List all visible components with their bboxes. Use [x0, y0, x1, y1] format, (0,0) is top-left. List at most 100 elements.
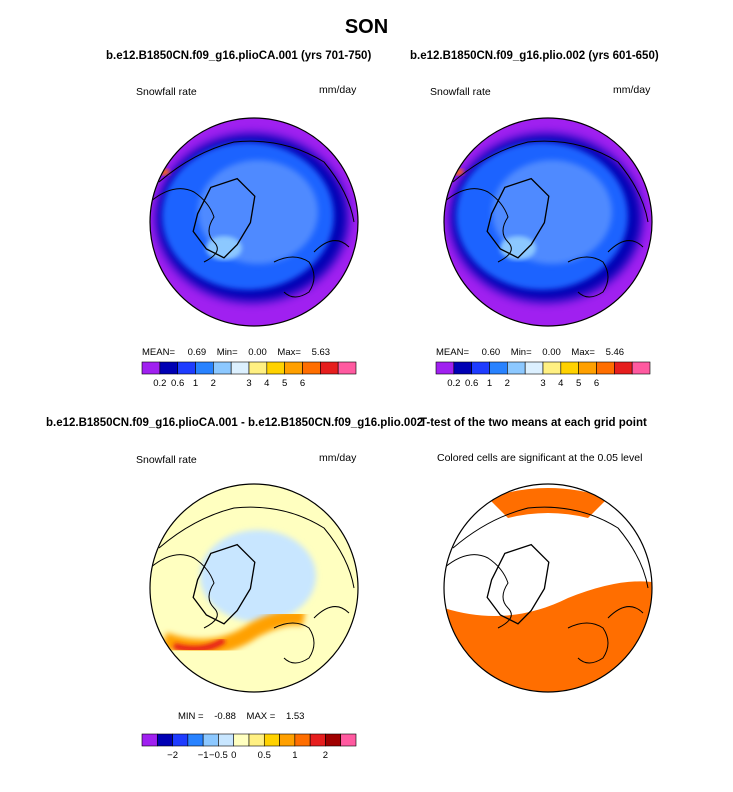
colorbar-swatch: [596, 361, 615, 375]
colorbar-swatch: [266, 361, 285, 375]
greenland-coast: [192, 543, 256, 625]
panel2-variable: Snowfall rate: [430, 86, 491, 98]
colorbar-swatch: [187, 733, 204, 747]
panel3-min-label: MIN =: [178, 711, 204, 722]
colorbar-swatch: [453, 361, 472, 375]
greenland-coast: [192, 177, 256, 259]
colorbar-swatch: [284, 361, 303, 375]
panel3-units: mm/day: [319, 452, 357, 464]
panel1-variable: Snowfall rate: [136, 86, 197, 98]
panel4-title: T-test of the two means at each grid poi…: [420, 417, 647, 429]
colorbar-tick-label: 2: [211, 378, 216, 389]
panel2-units: mm/day: [613, 84, 651, 96]
colorbar-swatch: [435, 361, 455, 375]
panel3-stats: MIN = -0.88 MAX = 1.53: [178, 711, 304, 722]
colorbar-tick-label: 5: [576, 378, 581, 389]
colorbar-swatch: [560, 361, 579, 375]
colorbar-swatch: [248, 733, 265, 747]
colorbar-swatch: [578, 361, 597, 375]
coastline-path: [444, 188, 512, 263]
panel1-max-value: 5.63: [311, 347, 331, 358]
panel3-colorbar: −2 −1 −0.5 0 0.5 1 2: [141, 733, 357, 761]
colorbar-swatch: [195, 361, 214, 375]
panel2-stats: MEAN= 0.60 Min= 0.00 Max= 5.46: [436, 347, 624, 358]
colorbar-swatch: [248, 361, 268, 375]
panel2-map: [444, 118, 652, 326]
greenland-coast: [486, 543, 550, 625]
colorbar-swatch: [141, 361, 161, 375]
panel2-min-label: Min=: [510, 347, 532, 358]
colorbar-swatch: [337, 361, 357, 375]
colorbar-swatch: [320, 361, 339, 375]
colorbar-swatch: [213, 361, 232, 375]
colorbar-swatch: [202, 733, 219, 747]
colorbar-tick-label: 0.2: [447, 378, 460, 389]
panel1-min-label: Min=: [216, 347, 238, 358]
colorbar-tick-label: 1: [193, 378, 198, 389]
panel2-max-value: 5.46: [605, 347, 625, 358]
panel1-map: [150, 118, 358, 326]
panel3-min-value: -0.88: [214, 711, 236, 722]
colorbar-swatch: [159, 361, 178, 375]
colorbar-tick-label: 0.5: [258, 750, 271, 761]
colorbar-swatch: [507, 361, 526, 375]
colorbar-tick-label: 2: [323, 750, 328, 761]
negative-anomaly: [200, 530, 316, 622]
panel1-mean-value: 0.69: [187, 347, 207, 358]
panel3-title: b.e12.B1850CN.f09_g16.plioCA.001 - b.e12…: [46, 417, 424, 429]
coastline-path: [567, 240, 644, 298]
colorbar-tick-label: 1: [487, 378, 492, 389]
coastline-path: [158, 140, 355, 223]
coastline-path: [150, 188, 218, 263]
panel2-mean-label: MEAN=: [436, 347, 469, 358]
map-outline: [149, 117, 359, 327]
coastline-path: [444, 554, 512, 629]
figure-title: SON: [344, 16, 389, 38]
panel1-max-label: Max=: [277, 347, 301, 358]
panel1-stats: MEAN= 0.69 Min= 0.00 Max= 5.63: [142, 347, 330, 358]
coastline-path: [567, 606, 644, 664]
panel3-variable: Snowfall rate: [136, 454, 197, 466]
colorbar-tick-label: 1: [292, 750, 297, 761]
coastline-path: [452, 506, 649, 589]
coastline-path: [150, 554, 218, 629]
panel2-colorbar: 0.2 0.6 1 2 3 4 5 6: [435, 361, 651, 389]
significant-region-south: [444, 581, 652, 692]
panel2-mean-value: 0.60: [481, 347, 501, 358]
coastline-path: [273, 240, 350, 298]
colorbar-swatch: [294, 733, 311, 747]
colorbar-swatch: [309, 733, 326, 747]
map-outline: [149, 483, 359, 693]
colorbar-tick-label: 0.2: [153, 378, 166, 389]
colorbar-tick-label: 6: [300, 378, 305, 389]
colorbar-tick-label: 2: [505, 378, 510, 389]
coastline-path: [452, 140, 649, 223]
colorbar-swatch: [279, 733, 296, 747]
colorbar-swatch: [524, 361, 544, 375]
colorbar-tick-label: 5: [282, 378, 287, 389]
panel2-min-value: 0.00: [542, 347, 561, 358]
panel3-max-label: MAX =: [246, 711, 276, 722]
map-outline: [443, 483, 653, 693]
colorbar-tick-label: 0.6: [171, 378, 184, 389]
colorbar-tick-label: −1: [198, 750, 209, 761]
colorbar-swatch: [614, 361, 633, 375]
colorbar-swatch: [177, 361, 196, 375]
colorbar-swatch: [233, 733, 250, 747]
colorbar-tick-label: −0.5: [209, 750, 228, 761]
colorbar-tick-label: 0.6: [465, 378, 478, 389]
colorbar-swatch: [156, 733, 173, 747]
colorbar-swatch: [230, 361, 250, 375]
colorbar-tick-label: 3: [540, 378, 545, 389]
coastline-path: [273, 606, 350, 664]
colorbar-tick-label: 3: [246, 378, 251, 389]
colorbar-tick-label: 4: [264, 378, 269, 389]
colorbar-tick-label: 4: [558, 378, 563, 389]
colorbar-swatch: [141, 733, 158, 747]
panel4-subtitle: Colored cells are significant at the 0.0…: [437, 452, 643, 464]
colorbar-swatch: [631, 361, 651, 375]
coastline-path: [158, 506, 355, 589]
colorbar-swatch: [489, 361, 508, 375]
panel3-map: [150, 484, 358, 692]
colorbar-tick-label: −2: [167, 750, 178, 761]
